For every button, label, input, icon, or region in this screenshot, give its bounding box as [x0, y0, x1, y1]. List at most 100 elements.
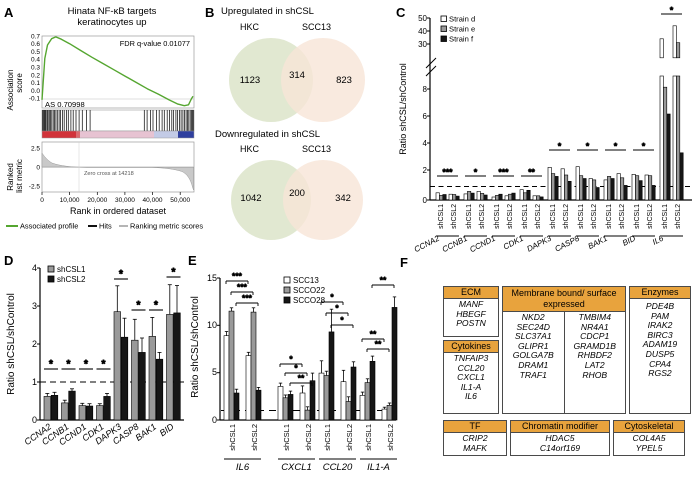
svg-text:Strain e: Strain e: [449, 25, 475, 34]
ranked-metric-area: [41, 152, 194, 191]
svg-text:***: ***: [443, 167, 454, 177]
d-bars: [43, 311, 181, 421]
zero-cross-annotation: Zero cross at 14218: [84, 171, 134, 177]
svg-text:*: *: [67, 359, 71, 370]
panel-d-chart: 4 3 2 1 0 Ratio shCSL/shControl shCSL1 s…: [6, 263, 184, 447]
svg-text:*: *: [49, 359, 53, 370]
svg-text:CCNB1: CCNB1: [441, 234, 469, 254]
svg-text:shCSL1: shCSL1: [323, 424, 332, 451]
svg-text:**: **: [298, 373, 305, 383]
svg-text:SCCO22: SCCO22: [293, 286, 326, 295]
svg-text:shCSL1: shCSL1: [364, 424, 373, 451]
svg-text:*: *: [614, 141, 618, 151]
svg-text:shCSL1: shCSL1: [466, 204, 473, 229]
gene-item: IRAK2: [647, 320, 673, 331]
gene-item: ADAM19: [642, 339, 678, 350]
svg-text:***: ***: [232, 271, 243, 281]
svg-text:shCSL2: shCSL2: [563, 204, 570, 229]
svg-text:***: ***: [499, 167, 510, 177]
svg-text:shCSL2: shCSL2: [675, 204, 682, 229]
d-ytick-4: 4: [32, 263, 37, 273]
c-ytick-40: 40: [418, 27, 427, 36]
f-cytoskeletal-genes: COL4A5 YPEL5: [614, 433, 684, 455]
svg-text:0: 0: [40, 197, 44, 204]
panel-d: D 4 3 2 1 0 Ratio shCSL/shControl shCSL1…: [2, 252, 192, 476]
svg-text:CCND1: CCND1: [468, 234, 497, 255]
gene-item: MANF: [458, 299, 484, 309]
svg-text:***: ***: [237, 282, 248, 292]
c-ytick-6: 6: [423, 112, 428, 121]
svg-text:0.7: 0.7: [31, 33, 40, 40]
gene-item: GRAMD1B: [573, 340, 617, 351]
svg-text:SCC13: SCC13: [293, 276, 319, 285]
e-ytick-5: 5: [212, 367, 217, 377]
gene-item: NKD2: [521, 312, 545, 322]
gene-item: CXCL1: [457, 372, 485, 383]
svg-text:score: score: [15, 73, 24, 93]
svg-text:0.5: 0.5: [31, 49, 40, 56]
d-ytick-2: 2: [32, 339, 37, 349]
svg-text:DAPK3: DAPK3: [525, 234, 553, 254]
svg-text:CASP8: CASP8: [553, 234, 581, 254]
c-group-labels: shCSL1 shCSL2 shCSL1 shCSL2 shCSL1 shCSL…: [438, 204, 682, 229]
e-gene-labels: IL6 CXCL1 CCL20 IL1-A: [236, 462, 390, 473]
svg-text:shCSL2: shCSL2: [386, 424, 395, 451]
venn-down-title: Downregulated in shCSL: [215, 129, 321, 140]
venn-up-left-value: 1123: [240, 75, 260, 86]
fdr-annotation: FDR q-value 0.01077: [120, 39, 190, 48]
f-box-ecm: ECM MANF HBEGF POSTN: [443, 286, 499, 337]
svg-text:SCCO28: SCCO28: [293, 296, 326, 305]
svg-text:*: *: [294, 363, 298, 373]
svg-text:shCSL1: shCSL1: [438, 204, 445, 229]
svg-text:*: *: [330, 292, 334, 302]
f-tf-header: TF: [444, 421, 506, 433]
svg-text:shCSL1: shCSL1: [494, 204, 501, 229]
e-error-bars: [224, 296, 397, 411]
svg-text:shCSL2: shCSL2: [451, 204, 458, 229]
gene-item: RHOB: [582, 369, 608, 380]
svg-text:IL1-A: IL1-A: [367, 462, 390, 473]
svg-text:shCSL1: shCSL1: [606, 204, 613, 229]
venn-up-title: Upregulated in shCSL: [221, 6, 314, 17]
svg-text:*: *: [102, 359, 106, 370]
e-group-labels: shCSL1 shCSL2 shCSL1 shCSL2 shCSL1 shCSL…: [228, 424, 395, 451]
c-ytick-8: 8: [423, 85, 428, 94]
f-box-chromatin: Chromatin modifier HDAC5 C14orf169: [510, 420, 610, 456]
svg-text:50,000: 50,000: [170, 197, 190, 204]
gene-item: DRAM1: [518, 359, 549, 370]
panel-a-ylabel-bottom: Ranked: [6, 163, 15, 191]
panel-e: E 15 10 5 0 Ratio shCSL/shControl SCC13 …: [188, 252, 400, 476]
d-ytick-1: 1: [32, 377, 37, 387]
c-ytick-50: 50: [418, 14, 427, 23]
svg-text:*: *: [172, 267, 176, 278]
d-ytick-3: 3: [32, 301, 37, 311]
svg-text:shCSL2: shCSL2: [250, 424, 259, 451]
svg-text:Associated profile: Associated profile: [20, 222, 78, 231]
panel-f: F ECM MANF HBEGF POSTN Cytokines TNFAIP3…: [400, 256, 698, 476]
svg-text:*: *: [474, 167, 478, 177]
svg-text:*: *: [340, 315, 344, 325]
e-ytick-15: 15: [207, 273, 217, 283]
gene-item: RHBDF2: [577, 350, 612, 361]
svg-text:*: *: [558, 141, 562, 151]
gene-item: RGS2: [648, 368, 672, 379]
f-membrane-header: Membrane bound/ surface expressed: [503, 287, 625, 312]
venn-down-setlabel-left: HKC: [240, 144, 260, 154]
gene-item: IL1-A: [460, 381, 482, 392]
svg-text:CXCL1: CXCL1: [281, 462, 312, 473]
svg-text:**: **: [370, 329, 377, 339]
gene-item: NR4A1: [580, 321, 609, 332]
svg-text:BID: BID: [158, 421, 176, 438]
gene-item: HDAC5: [545, 433, 575, 443]
svg-text:shCSL1: shCSL1: [550, 204, 557, 229]
f-box-membrane: Membrane bound/ surface expressed NKD2 S…: [502, 286, 626, 414]
venn-upregulated: 1123 314 823: [229, 38, 365, 122]
c-ytick-30: 30: [418, 40, 427, 49]
panel-a-title-line1: Hinata NF-κB targets: [67, 6, 157, 17]
panel-d-ylabel: Ratio shCSL/shControl: [6, 293, 17, 395]
f-enzymes-header: Enzymes: [630, 287, 690, 299]
svg-text:0.3: 0.3: [31, 65, 40, 72]
f-tf-genes: CRIP2 MAFK: [444, 433, 506, 455]
svg-text:*: *: [670, 5, 674, 15]
panel-a: A Hinata NF-κB targets keratinocytes up …: [2, 4, 203, 240]
